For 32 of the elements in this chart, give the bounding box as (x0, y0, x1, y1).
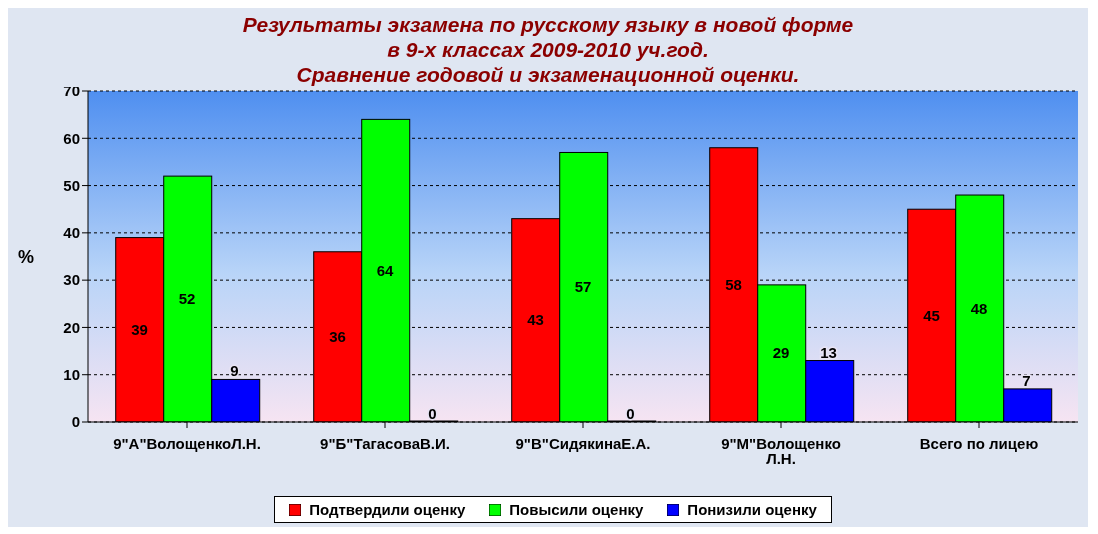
y-tick-label: 30 (63, 271, 80, 289)
legend-label: Понизили оценку (686, 501, 817, 518)
data-label: 29 (772, 344, 790, 362)
y-tick-label: 60 (63, 129, 80, 147)
x-tick-label: 9"В"СидякинаЕ.А. (515, 434, 651, 452)
data-label: 57 (574, 278, 592, 296)
legend-label: Повысили оценку (508, 501, 644, 518)
data-label: 39 (131, 320, 148, 338)
y-tick-label: 50 (63, 176, 80, 194)
x-tick-label: 9"Б"ТагасоваВ.И. (320, 434, 450, 452)
x-tick-label: 9"А"ВолощенкоЛ.Н. (113, 434, 261, 452)
data-label: 64 (376, 261, 394, 279)
data-label: 0 (626, 405, 635, 422)
y-tick-label: 10 (63, 366, 80, 384)
y-tick-label: 20 (63, 318, 80, 336)
data-label: 48 (970, 299, 988, 317)
data-label: 7 (1022, 371, 1031, 389)
x-tick-label: 9"М"Волощенко Л.Н. (721, 434, 841, 467)
data-label: 52 (178, 290, 196, 308)
data-label: 58 (725, 275, 742, 293)
legend-label: Подтвердили оценку (308, 501, 466, 518)
data-label: 43 (527, 311, 544, 329)
x-tick-label: Всего по лицею (919, 434, 1039, 452)
chart-title: Результаты экзамена по русскому языку в новой форме в 9-х классах 2009-2010 уч.год. Сравнение годовой и экзаменационной оценки. (242, 13, 854, 86)
y-axis-title: % (18, 246, 35, 267)
data-label: 36 (329, 327, 346, 345)
data-label: 13 (820, 343, 837, 361)
data-label: 0 (428, 405, 437, 422)
y-tick-label: 0 (71, 413, 80, 431)
data-label: 9 (230, 362, 239, 380)
data-label: 45 (923, 306, 940, 324)
y-tick-label: 40 (63, 224, 80, 242)
